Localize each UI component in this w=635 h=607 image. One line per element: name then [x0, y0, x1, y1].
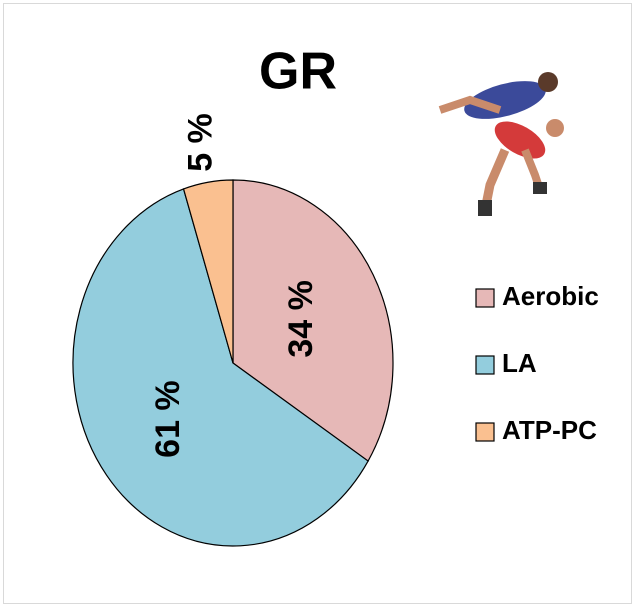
- data-label: 5 %: [181, 113, 219, 172]
- chart-title: GR: [259, 43, 337, 101]
- pie-slice: [182, 179, 234, 364]
- pie-slice: [232, 179, 394, 462]
- data-label: 34 %: [282, 280, 320, 358]
- legend-swatch: [475, 288, 495, 308]
- pie-slice: [72, 188, 369, 547]
- legend-label: ATP-PC: [502, 415, 597, 445]
- legend-swatch: [475, 422, 495, 442]
- data-label: 61 %: [149, 380, 187, 458]
- legend-swatch: [475, 355, 495, 375]
- legend-label: LA: [502, 348, 537, 378]
- legend-label: Aerobic: [502, 281, 599, 311]
- wrestlers-illustration: [438, 72, 564, 216]
